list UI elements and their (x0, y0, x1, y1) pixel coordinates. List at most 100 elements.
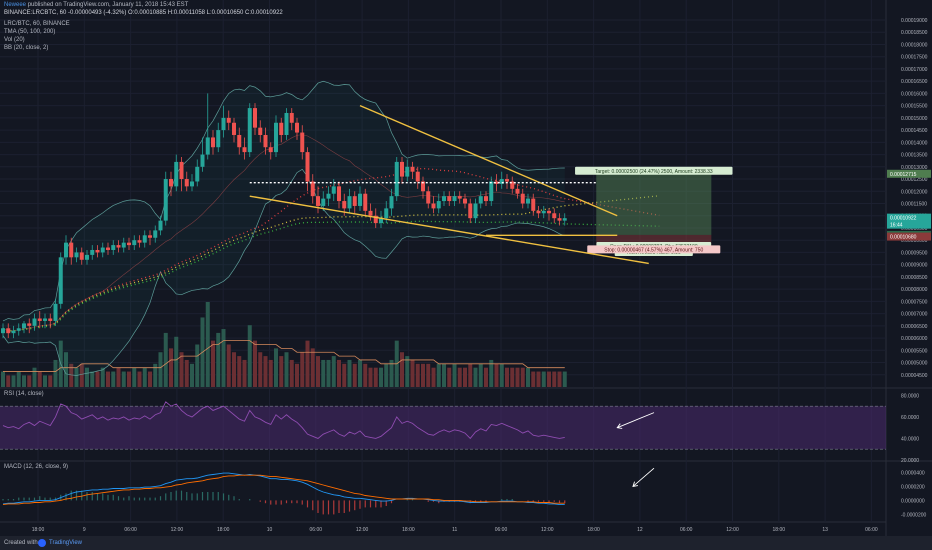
price-tick-label: 0.00008500 (901, 275, 928, 281)
rsi-tick-label: 80.0000 (901, 393, 919, 399)
volume-bar (289, 359, 294, 387)
candle-body (200, 154, 205, 167)
price-tick-label: 0.00014500 (901, 128, 928, 134)
trendline-lower (249, 195, 649, 265)
volume-bar (379, 367, 383, 387)
candle-body (468, 203, 473, 219)
candle-body (342, 201, 347, 209)
candle-body (137, 240, 142, 243)
ohlc-line: BINANCE:LRCBTC, 60 -0.00000493 (-4.32%) … (4, 10, 283, 16)
time-tick-label: 10 (267, 527, 273, 533)
volume-bar (184, 359, 189, 387)
author-name[interactable]: Neweee (4, 2, 27, 8)
price-tick-label: 0.00016000 (901, 91, 928, 97)
candle-body (326, 193, 331, 199)
legend-macd[interactable]: MACD (12, 26, close, 9) (4, 464, 69, 470)
volume-bar (557, 371, 562, 387)
volume-bar (389, 359, 394, 387)
candle-body (347, 196, 352, 209)
time-tick-label: 12:00 (726, 527, 739, 533)
volume-bar (111, 371, 116, 387)
candle-body (6, 328, 11, 334)
candle-body (415, 171, 420, 182)
candle-body (436, 201, 441, 209)
candle-body (557, 218, 562, 221)
candle-body (274, 122, 278, 153)
price-tick-label: 0.00012000 (901, 189, 928, 195)
time-tick-label: 18:00 (402, 527, 415, 533)
time-tick-label: 18:00 (32, 527, 45, 533)
volume-bar (79, 363, 84, 387)
candle-body (384, 208, 389, 219)
volume-bar (211, 340, 215, 387)
volume-bar (142, 367, 147, 387)
trendline-upper (359, 104, 618, 217)
candle-body (289, 112, 294, 123)
volume-bar (447, 367, 452, 387)
price-tick-label: 0.00006000 (901, 336, 928, 342)
volume-bar (562, 371, 567, 387)
candle-body (520, 193, 525, 204)
volume-bar (190, 363, 194, 387)
chart-canvas[interactable]: 0.00019000 0.00018500 0.00018000 0.00017500… (0, 0, 932, 536)
price-tick-label: 0.00011500 (901, 202, 927, 208)
stop-zone (596, 234, 712, 247)
candle-body (48, 318, 53, 321)
candle-body (305, 152, 310, 182)
volume-bar (373, 367, 378, 387)
candle-body (389, 196, 394, 209)
volume-bar (137, 371, 142, 387)
volume-bar (363, 363, 368, 387)
volume-bar (1, 371, 5, 387)
candle-body (368, 210, 373, 216)
candle-body (142, 235, 147, 243)
target-zone (596, 173, 712, 235)
volume-bar (106, 371, 110, 387)
volume-bar (279, 356, 284, 387)
legend-bb[interactable]: BB (20, close, 2) (4, 45, 49, 51)
footer-brand[interactable]: TradingView (49, 540, 83, 546)
volume-bar (305, 340, 310, 387)
time-tick-label: 18:00 (217, 527, 230, 533)
price-tag-target_level: 0.00012715 (890, 172, 917, 178)
candle-body (195, 166, 200, 182)
legend-rsi[interactable]: RSI (14, close) (4, 391, 44, 397)
candle-body (452, 196, 457, 202)
candle-body (43, 318, 47, 321)
price-tag-current-bg (887, 213, 931, 222)
macd-pane: 0.0000400 0.0000200 0.0000000 -0.0000200 (2, 470, 927, 518)
volume-bar (295, 363, 299, 387)
volume-bar (368, 367, 373, 387)
time-tick-label: 12 (637, 527, 643, 533)
volume-bar (484, 367, 488, 387)
macd-tick-label: 0.0000200 (901, 484, 925, 490)
price-tick-label: 0.00018500 (901, 30, 928, 36)
candle-body (22, 323, 26, 329)
candle-body (442, 196, 446, 202)
volume-bar (74, 367, 79, 387)
legend-symbol[interactable]: LRC/BTC, 60, BINANCE (4, 21, 70, 27)
volume-bar (195, 344, 200, 387)
volume-bar (457, 367, 462, 387)
legend-vol[interactable]: Vol (20) (4, 37, 25, 43)
price-tick-label: 0.00010000 (901, 238, 928, 244)
price-tick-label: 0.00007000 (901, 312, 928, 318)
candle-body (531, 198, 536, 211)
candle-body (515, 188, 520, 194)
price-tag-countdown: 16:44 (890, 223, 903, 229)
candle-body (163, 179, 168, 221)
price-tag-countdown-bg (887, 220, 931, 229)
volume-bar (499, 363, 504, 387)
candle-body (211, 137, 215, 148)
legend-tma[interactable]: TMA (50, 100, 200) (4, 29, 56, 35)
volume-bar (158, 352, 163, 387)
candle-body (27, 323, 32, 326)
rsi-line (2, 401, 565, 440)
candle-body (184, 179, 189, 187)
price-tick-label: 0.00005500 (901, 348, 928, 354)
volume-bar (169, 348, 173, 387)
volume-bar (405, 356, 410, 387)
volume-bar (526, 367, 530, 387)
time-tick-label: 12:00 (356, 527, 369, 533)
time-tick-label: 06:00 (680, 527, 693, 533)
